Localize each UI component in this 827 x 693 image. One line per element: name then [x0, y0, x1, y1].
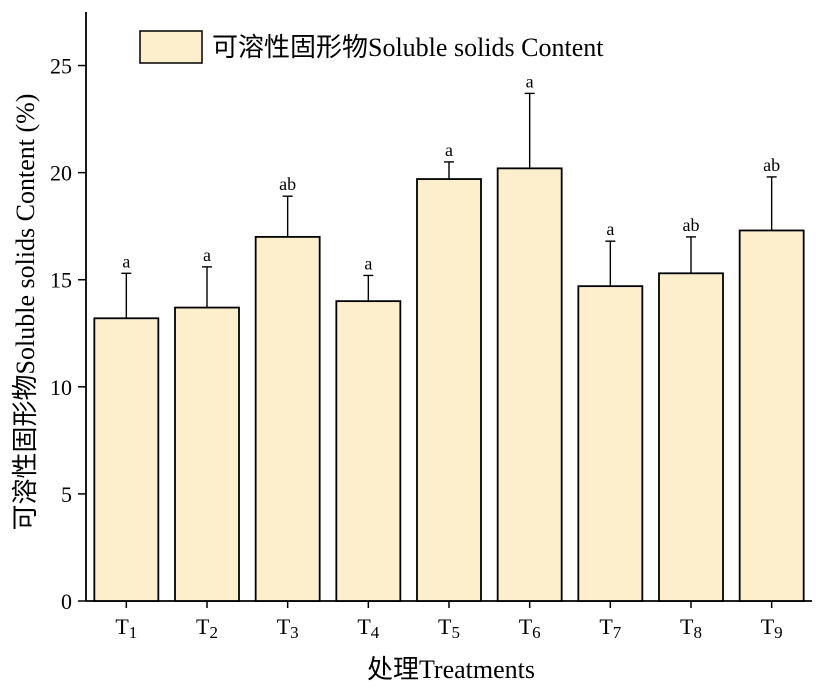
legend-swatch: [139, 30, 203, 64]
legend: 可溶性固形物Soluble solids Content: [139, 30, 604, 64]
x-axis-title: 处理Treatments: [367, 655, 535, 684]
y-tick-label: 5: [61, 482, 72, 507]
y-tick-label: 25: [50, 54, 72, 79]
significance-label: a: [364, 253, 372, 273]
plot-area: 0 5 10 15 20 25 a T1 a T2 ab T3 a T4 a T5 a T6 a T7 ab T8 ab T9: [50, 12, 812, 642]
significance-label: ab: [683, 215, 700, 235]
bar-t1: [93, 317, 160, 602]
bar-t7: [577, 285, 644, 602]
y-tick-label: 0: [61, 589, 72, 614]
x-tick-label: T2: [196, 614, 218, 642]
significance-label: ab: [763, 155, 780, 175]
bar-t9: [738, 229, 805, 602]
y-tick-label: 10: [50, 375, 72, 400]
bar-t5: [416, 178, 482, 602]
x-tick-label: T4: [357, 614, 379, 642]
bar-t8: [658, 272, 724, 602]
x-tick-label: T7: [599, 614, 621, 642]
significance-label: a: [606, 219, 614, 239]
x-tick-label: T9: [761, 614, 783, 642]
y-tick-label: 15: [50, 268, 72, 293]
y-tick-label: 20: [50, 161, 72, 186]
significance-label: a: [526, 71, 534, 91]
x-tick-label: T6: [519, 614, 541, 642]
significance-label: a: [203, 245, 211, 265]
significance-label: ab: [279, 174, 296, 194]
bar-t4: [335, 300, 402, 602]
bar-t6: [496, 167, 563, 602]
legend-label: 可溶性固形物Soluble solids Content: [212, 33, 604, 62]
significance-label: a: [445, 140, 453, 160]
bar-t2: [174, 306, 240, 602]
x-tick-label: T8: [680, 614, 702, 642]
bar-t3: [254, 235, 321, 602]
x-tick-label: T5: [438, 614, 460, 642]
significance-label: a: [122, 251, 130, 271]
y-axis-title: 可溶性固形物Soluble solids Content (%): [11, 94, 40, 531]
x-tick-label: T3: [277, 614, 299, 642]
x-tick-label: T1: [115, 614, 137, 642]
